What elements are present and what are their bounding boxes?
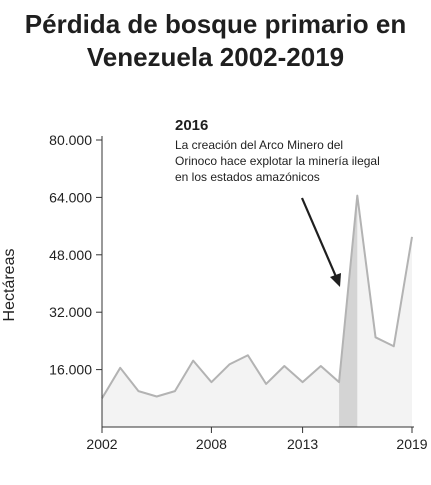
axes: 16.000 32.000 48.000 64.000 80.000 2002 2008 20… [49,132,428,452]
y-tick-label: 32.000 [49,304,92,320]
y-tick-label: 64.000 [49,189,92,205]
y-tick-label: 16.000 [49,362,92,378]
x-tick-label: 2013 [287,436,318,452]
series-line [101,194,413,399]
annotation: 2016 La creación del Arco Minero del Ori… [175,117,380,287]
highlight-area-2015-2016 [339,195,358,427]
annotation-arrowhead [330,273,341,287]
chart-title-line-2: Venezuela 2002-2019 [86,42,345,72]
annotation-line-1: La creación del Arco Minero del [175,138,343,152]
y-tick-label: 80.000 [49,132,92,148]
x-tick-label: 2019 [396,436,427,452]
y-axis-label: Hectáreas [1,249,18,322]
chart-title: Pérdida de bosque primario en Venezuela … [0,8,431,74]
x-tick-label: 2008 [196,436,227,452]
x-tick-label: 2002 [86,436,117,452]
annotation-line-2: Orinoco hace explotar la minería ilegal [175,154,380,168]
annotation-arrow [300,197,339,280]
annotation-title: 2016 [175,117,208,134]
plot-area [101,194,413,427]
chart-title-line-1: Pérdida de bosque primario en [24,9,407,39]
area-fill [102,195,412,427]
y-tick-label: 48.000 [49,247,92,263]
annotation-line-3: en los estados amazónicos [175,170,320,184]
